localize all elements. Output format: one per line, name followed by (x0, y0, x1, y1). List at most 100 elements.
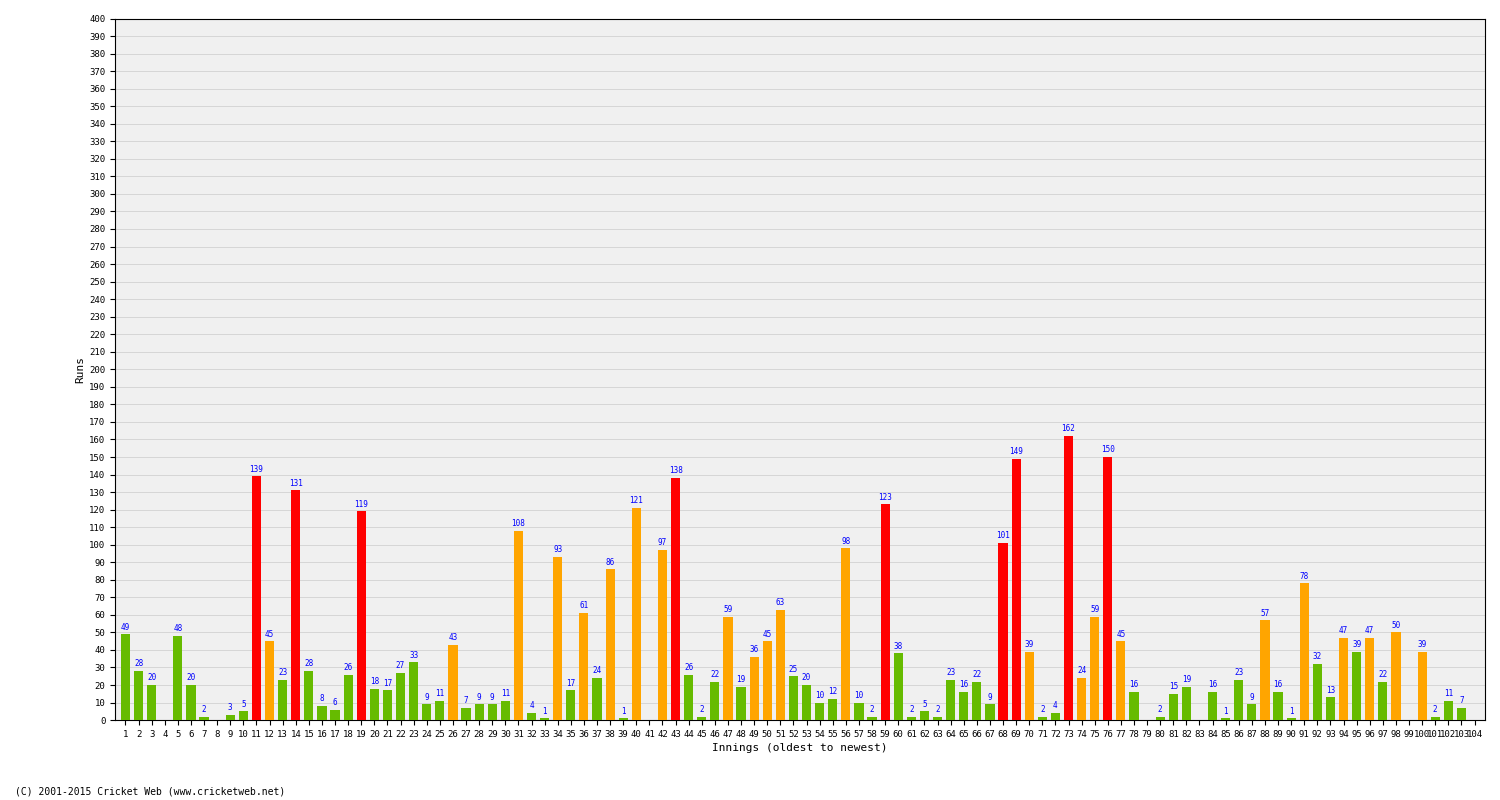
Bar (291, 490, 300, 720)
Bar (422, 704, 432, 720)
Bar (1116, 641, 1125, 720)
Text: 20: 20 (186, 674, 195, 682)
Text: 39: 39 (1024, 640, 1033, 649)
Bar (723, 617, 732, 720)
Bar (1052, 713, 1060, 720)
Text: 6: 6 (333, 698, 338, 707)
Text: 2: 2 (202, 705, 207, 714)
Bar (200, 717, 208, 720)
Bar (462, 708, 471, 720)
Bar (501, 701, 510, 720)
Bar (1024, 652, 1033, 720)
Bar (186, 685, 195, 720)
Text: 45: 45 (762, 630, 772, 638)
Text: 25: 25 (789, 665, 798, 674)
Text: 38: 38 (894, 642, 903, 651)
Text: 47: 47 (1340, 626, 1348, 635)
Bar (566, 690, 576, 720)
Text: 108: 108 (512, 519, 525, 528)
Text: 26: 26 (344, 663, 352, 672)
Text: 97: 97 (658, 538, 668, 547)
Bar (1234, 680, 1244, 720)
Bar (1102, 457, 1113, 720)
Text: 10: 10 (855, 691, 864, 700)
Text: 39: 39 (1418, 640, 1426, 649)
Text: 1: 1 (1288, 706, 1293, 716)
Text: 23: 23 (1234, 668, 1244, 677)
Text: 9: 9 (1250, 693, 1254, 702)
Bar (855, 702, 864, 720)
Text: 19: 19 (736, 675, 746, 684)
Bar (972, 682, 981, 720)
Text: 57: 57 (1260, 609, 1269, 618)
Bar (1378, 682, 1388, 720)
Text: 12: 12 (828, 687, 837, 697)
Bar (1221, 718, 1230, 720)
Bar (933, 717, 942, 720)
Text: 27: 27 (396, 661, 405, 670)
Text: 123: 123 (878, 493, 892, 502)
Text: 2: 2 (870, 705, 874, 714)
Bar (670, 478, 680, 720)
Bar (986, 704, 994, 720)
Bar (1274, 692, 1282, 720)
Text: 22: 22 (1378, 670, 1388, 679)
Text: 5: 5 (242, 700, 246, 709)
Text: 4: 4 (1053, 702, 1058, 710)
Text: 1: 1 (1224, 706, 1228, 716)
Text: 2: 2 (699, 705, 703, 714)
Text: 22: 22 (972, 670, 981, 679)
Bar (1326, 698, 1335, 720)
Text: 93: 93 (554, 546, 562, 554)
Text: 61: 61 (579, 602, 588, 610)
Bar (370, 689, 380, 720)
Text: 48: 48 (174, 624, 183, 634)
Text: 1: 1 (543, 706, 548, 716)
Text: 9: 9 (424, 693, 429, 702)
Bar (1431, 717, 1440, 720)
Bar (632, 508, 640, 720)
Bar (776, 610, 784, 720)
Text: 23: 23 (946, 668, 956, 677)
Text: 19: 19 (1182, 675, 1191, 684)
Bar (435, 701, 444, 720)
Bar (1168, 694, 1178, 720)
Bar (147, 685, 156, 720)
Bar (554, 557, 562, 720)
Bar (828, 699, 837, 720)
Bar (1456, 708, 1466, 720)
Text: 11: 11 (435, 689, 444, 698)
Bar (684, 674, 693, 720)
Text: 28: 28 (134, 659, 142, 668)
Text: 2: 2 (934, 705, 940, 714)
Bar (266, 641, 274, 720)
Text: 121: 121 (630, 496, 644, 506)
Bar (330, 710, 339, 720)
Bar (789, 676, 798, 720)
Bar (396, 673, 405, 720)
Text: 17: 17 (382, 678, 392, 688)
Bar (1130, 692, 1138, 720)
Bar (1260, 620, 1269, 720)
Bar (999, 543, 1008, 720)
Bar (1287, 718, 1296, 720)
Text: 13: 13 (1326, 686, 1335, 694)
Text: 18: 18 (369, 677, 380, 686)
Bar (1077, 678, 1086, 720)
Bar (815, 702, 824, 720)
Bar (344, 674, 352, 720)
Bar (448, 645, 458, 720)
Bar (1090, 617, 1100, 720)
Bar (880, 504, 890, 720)
Bar (1340, 638, 1348, 720)
X-axis label: Innings (oldest to newest): Innings (oldest to newest) (712, 743, 888, 753)
Text: 20: 20 (802, 674, 812, 682)
Text: 8: 8 (320, 694, 324, 703)
Text: 119: 119 (354, 500, 368, 509)
Text: 50: 50 (1392, 621, 1401, 630)
Text: 45: 45 (266, 630, 274, 638)
Text: 22: 22 (710, 670, 720, 679)
Text: 9: 9 (987, 693, 992, 702)
Bar (1064, 436, 1072, 720)
Text: 98: 98 (842, 537, 850, 546)
